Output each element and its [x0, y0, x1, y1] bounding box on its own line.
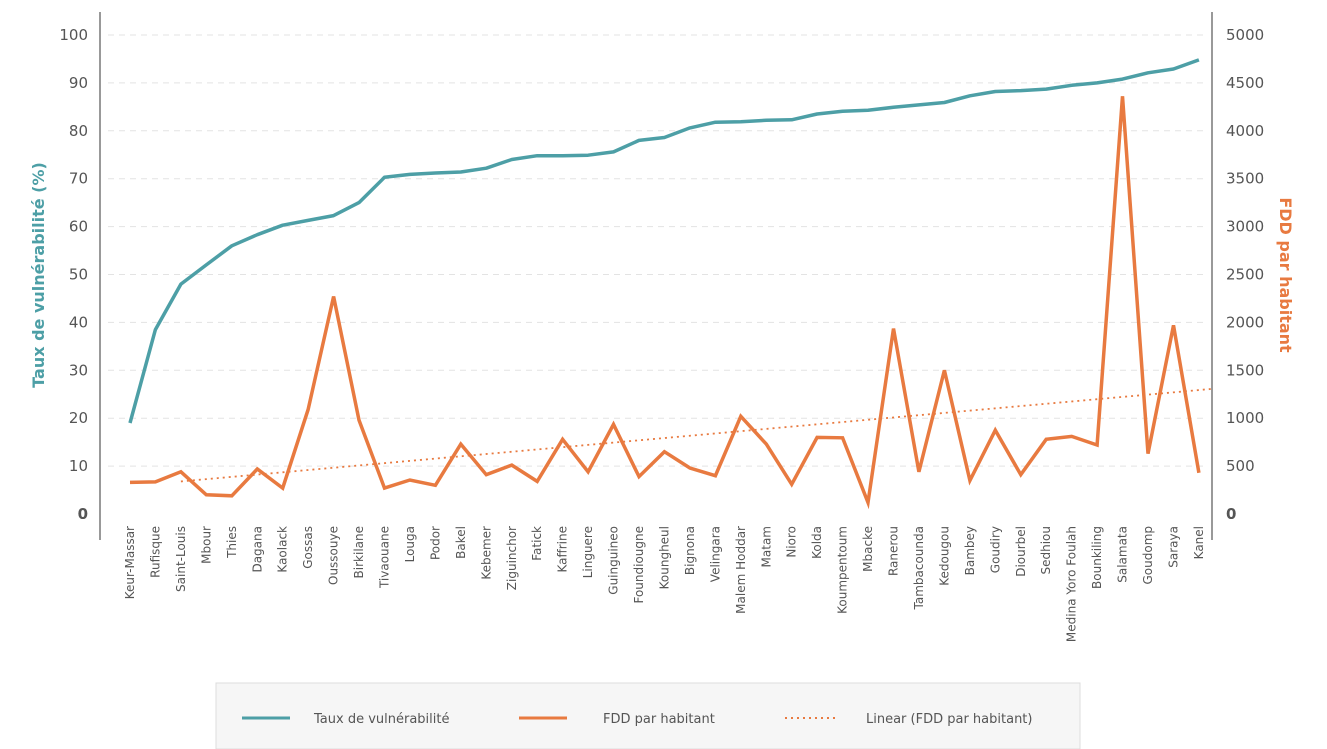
left-tick-label: 20	[69, 409, 88, 427]
category-label: Velingara	[708, 526, 722, 582]
legend-label-fdd: FDD par habitant	[603, 712, 715, 727]
category-label: Bounkiling	[1090, 526, 1104, 589]
category-label: Tivaouane	[378, 526, 392, 589]
left-tick-label: 10	[69, 457, 88, 475]
category-label: Thies	[225, 526, 239, 559]
category-label: Koungheul	[657, 526, 671, 589]
category-label: Medina Yoro Foulah	[1065, 526, 1079, 642]
category-label: Podor	[428, 526, 442, 560]
category-label: Linguere	[581, 526, 595, 578]
left-tick-label: 50	[69, 266, 88, 284]
right-tick-label: 2500	[1226, 266, 1264, 284]
right-axis-title: FDD par habitant	[1276, 197, 1295, 353]
right-tick-label: 0	[1226, 505, 1236, 523]
left-tick-label: 70	[69, 170, 88, 188]
left-axis-ticks: 0 10 20 30 40 50 60 70 80 90 100	[59, 26, 88, 523]
series-fdd-line	[129, 96, 1201, 510]
category-label: Kaffrine	[556, 526, 570, 573]
left-tick-label: 0	[78, 505, 88, 523]
category-label: Diourbel	[1014, 526, 1028, 577]
category-label: Sedhiou	[1039, 526, 1053, 575]
left-tick-label: 100	[59, 26, 88, 44]
legend-box	[215, 682, 1081, 749]
category-label: Goudomp	[1141, 526, 1155, 585]
category-label: Saint-Louis	[174, 526, 188, 592]
left-axis-title: Taux de vulnérabilité (%)	[29, 162, 48, 388]
right-tick-label: 4500	[1226, 74, 1264, 92]
left-tick-label: 80	[69, 122, 88, 140]
category-label: Mbour	[199, 526, 213, 564]
category-label: Fatick	[530, 526, 544, 561]
series-linear-trend	[180, 388, 1211, 483]
category-label: Kaolack	[276, 526, 290, 573]
category-label: Keur-Massar	[123, 526, 137, 599]
category-label: Koumpentoum	[836, 526, 850, 614]
legend-label-linear: Linear (FDD par habitant)	[866, 712, 1032, 727]
right-axis-ticks: 0 500 1000 1500 2000 2500 3000 3500 4000 4500 5000	[1226, 26, 1264, 523]
category-label: Kanel	[1192, 526, 1206, 559]
category-label: Birkilane	[352, 526, 366, 578]
category-label: Ranerou	[887, 526, 901, 576]
category-label: Goudiry	[988, 526, 1002, 573]
series-layer	[128, 58, 1211, 510]
category-label: Bignona	[683, 526, 697, 575]
left-tick-label: 40	[69, 313, 88, 331]
gridlines	[108, 34, 1204, 467]
category-label: Malem Hoddar	[734, 526, 748, 614]
category-label: Gossas	[301, 526, 315, 569]
legend: Taux de vulnérabilité FDD par habitant L…	[215, 682, 1081, 749]
category-labels: Keur-Massar Rufisque Saint-Louis Mbour Thies…	[123, 526, 1206, 642]
left-tick-label: 30	[69, 361, 88, 379]
right-tick-label: 500	[1226, 457, 1255, 475]
category-label: Saraya	[1166, 526, 1180, 568]
category-label: Foundiougne	[632, 526, 646, 604]
category-label: Rufisque	[148, 526, 162, 578]
category-label: Bakel	[454, 526, 468, 559]
right-tick-label: 1000	[1226, 409, 1264, 427]
category-label: Mbacke	[861, 526, 875, 572]
right-tick-label: 3500	[1226, 170, 1264, 188]
category-label: Guinguineo	[607, 526, 621, 595]
category-label: Tambacounda	[912, 526, 926, 610]
right-tick-label: 5000	[1226, 26, 1264, 44]
category-label: Ziguinchor	[505, 526, 519, 590]
category-label: Kedougou	[937, 526, 951, 586]
legend-label-vulnerabilite: Taux de vulnérabilité	[313, 712, 449, 727]
category-label: Dagana	[250, 526, 264, 573]
category-label: Bambey	[963, 526, 977, 575]
right-tick-label: 3000	[1226, 218, 1264, 236]
series-vulnerabilite-line	[128, 58, 1200, 424]
left-tick-label: 90	[69, 74, 88, 92]
right-tick-label: 2000	[1226, 313, 1264, 331]
right-tick-label: 4000	[1226, 122, 1264, 140]
category-label: Nioro	[785, 526, 799, 558]
category-label: Matam	[759, 526, 773, 567]
category-label: Kebemer	[479, 526, 493, 580]
left-tick-label: 60	[69, 218, 88, 236]
category-label: Oussouye	[327, 526, 341, 585]
category-label: Louga	[403, 526, 417, 562]
category-label: Kolda	[810, 526, 824, 559]
category-label: Salamata	[1116, 526, 1130, 583]
right-tick-label: 1500	[1226, 361, 1264, 379]
